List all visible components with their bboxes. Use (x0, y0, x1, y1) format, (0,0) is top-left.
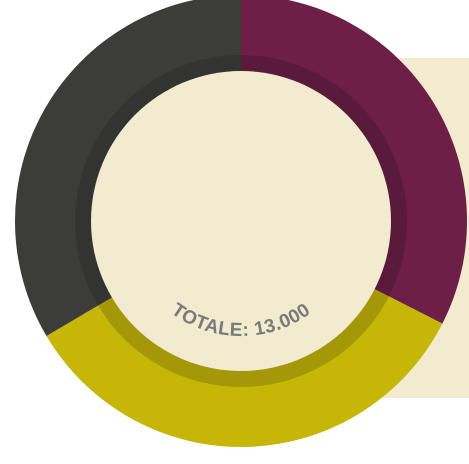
center-disc (91, 71, 391, 371)
